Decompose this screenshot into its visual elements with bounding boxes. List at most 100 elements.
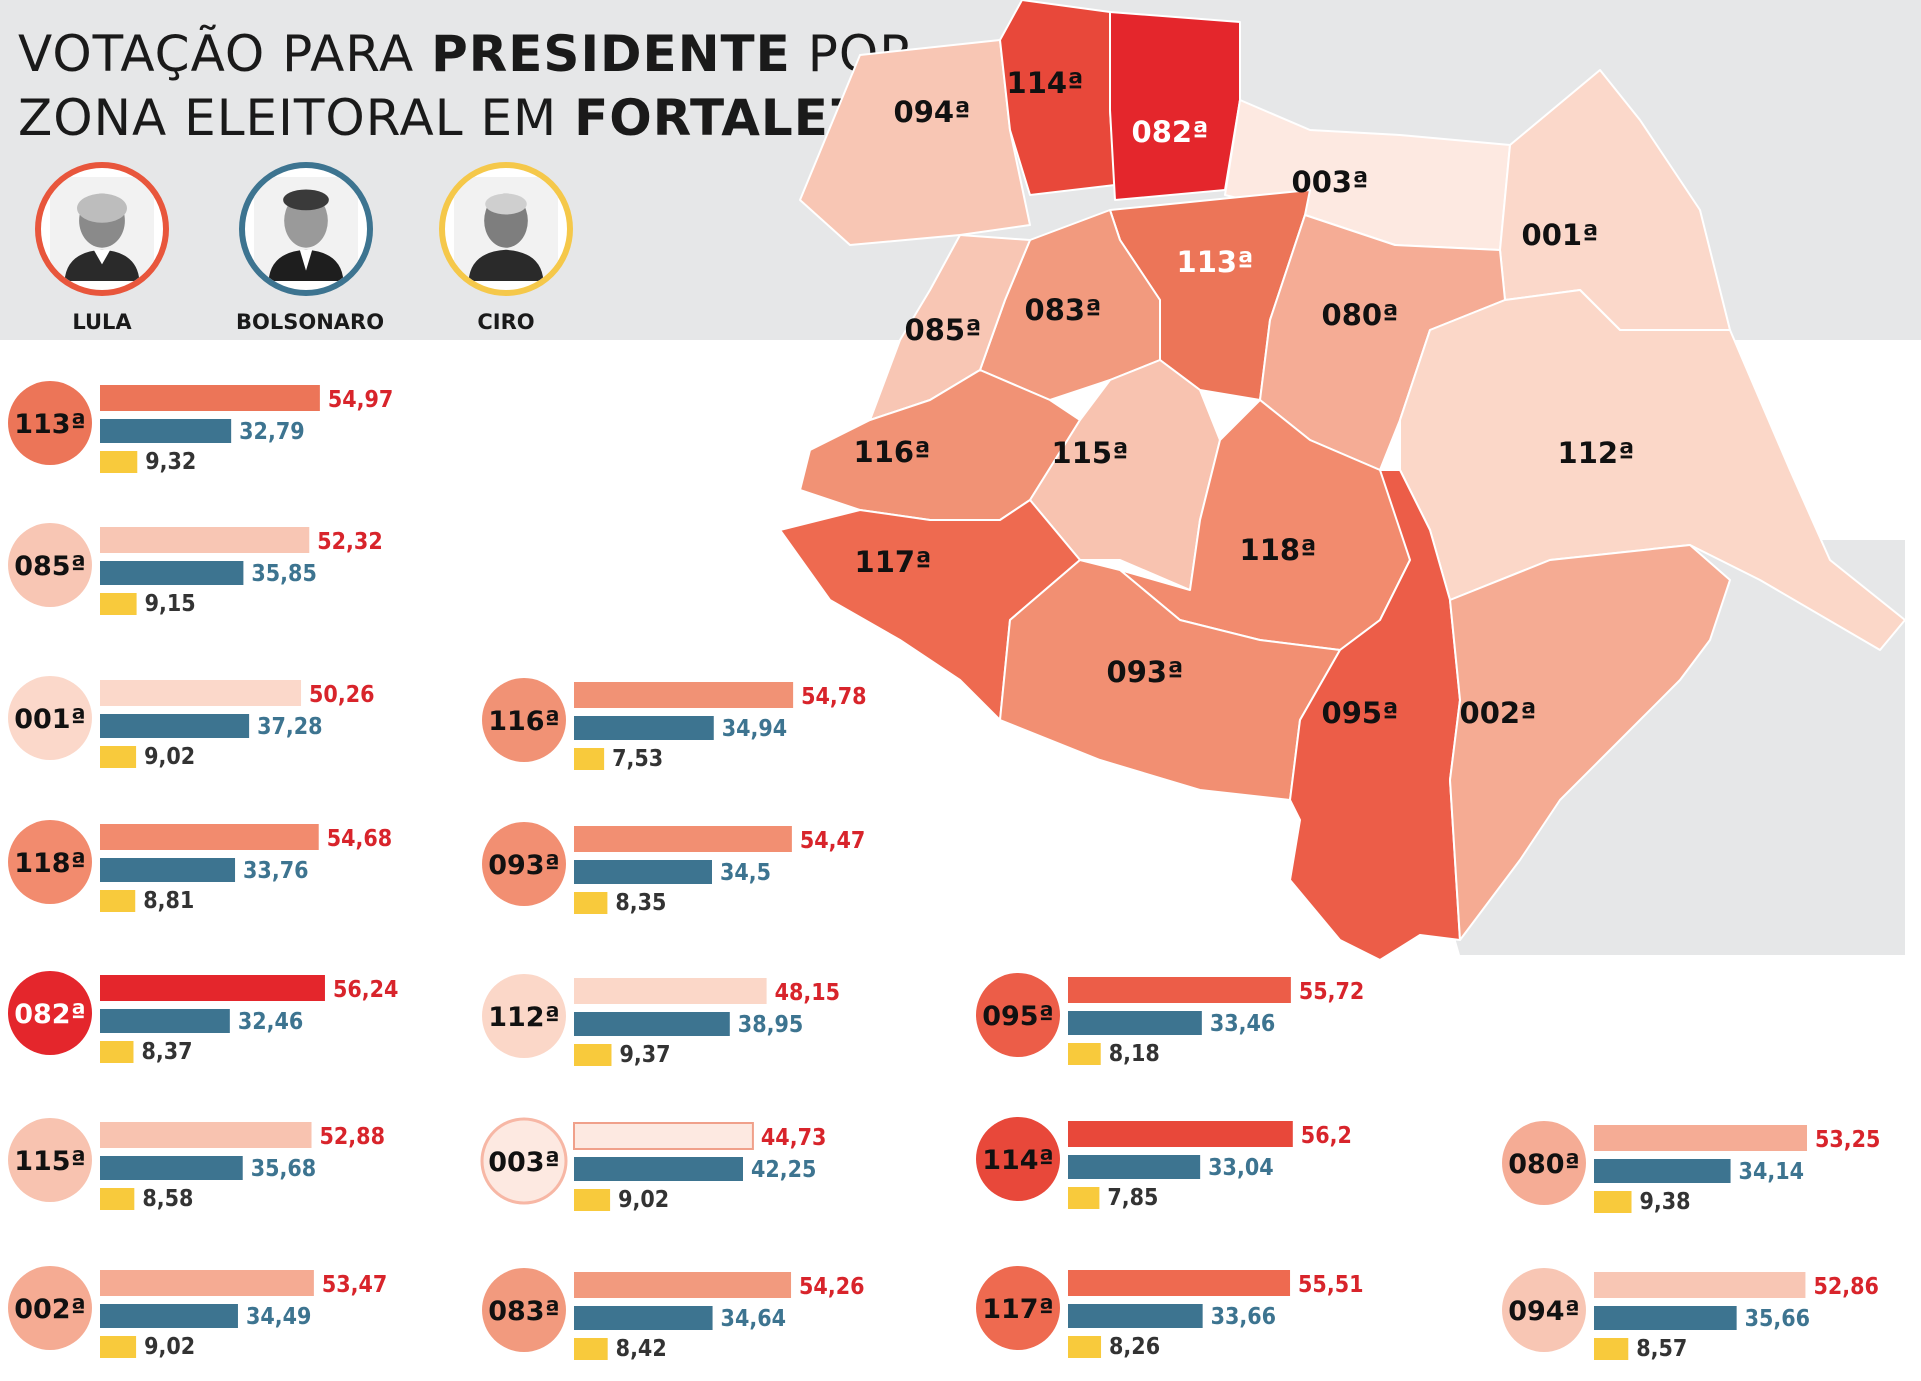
ciro-value: 7,53 (612, 746, 663, 772)
lula-bar (100, 385, 320, 411)
map-zone-label: 095ª (1322, 696, 1399, 730)
ciro-value: 8,37 (141, 1039, 192, 1065)
lula-value: 53,25 (1815, 1127, 1880, 1153)
zone-chart: 002ª 53,47 34,49 9,02 (8, 1266, 387, 1360)
zone-label: 118ª (14, 848, 86, 879)
map-zone-label: 085ª (905, 313, 982, 347)
zone-circle (1502, 1268, 1586, 1352)
bolsonaro-value: 33,76 (243, 858, 308, 884)
zone-circle (8, 820, 92, 904)
ciro-bar (100, 593, 137, 615)
bolsonaro-value: 35,66 (1745, 1306, 1810, 1332)
bolsonaro-value: 33,04 (1208, 1155, 1273, 1181)
candidate-name-bolsonaro: BOLSONARO (236, 310, 385, 334)
ciro-value: 8,35 (615, 890, 666, 916)
zone-chart: 003ª 44,73 42,25 9,02 (480, 1117, 826, 1213)
zone-circle (8, 971, 92, 1055)
zone-chart: 116ª 54,78 34,94 7,53 (482, 678, 867, 772)
map-zone-label: 094ª (894, 95, 971, 129)
map-zone-label: 003ª (1292, 165, 1369, 199)
zone-label: 080ª (1508, 1149, 1580, 1180)
zone-chart: 112ª 48,15 38,95 9,37 (482, 974, 840, 1068)
ciro-portrait (439, 162, 573, 296)
title-line-1: VOTAÇÃO PARA PRESIDENTE POR (18, 22, 915, 86)
ciro-value: 9,38 (1640, 1189, 1691, 1215)
map-zone-label: 117ª (855, 545, 932, 579)
lula-bar (574, 978, 767, 1004)
map-zone-label: 001ª (1522, 218, 1599, 252)
zone-chart: 082ª 56,24 32,46 8,37 (8, 971, 398, 1065)
portrait-icon (50, 177, 154, 281)
bolsonaro-bar (100, 714, 250, 738)
zone-label: 093ª (488, 850, 560, 881)
ciro-value: 8,81 (143, 888, 194, 914)
ciro-value: 8,57 (1636, 1336, 1687, 1362)
bolsonaro-value: 33,66 (1211, 1304, 1276, 1330)
bolsonaro-value: 35,85 (251, 561, 316, 587)
map-zone-label: 080ª (1322, 298, 1399, 332)
zone-circle (8, 1118, 92, 1202)
zone-chart: 080ª 53,25 34,14 9,38 (1502, 1121, 1880, 1215)
bolsonaro-value: 34,49 (246, 1304, 311, 1330)
zone-circle (8, 676, 92, 760)
zone-circle (482, 822, 566, 906)
zone-circle (976, 1266, 1060, 1350)
lula-value: 54,47 (800, 828, 865, 854)
bolsonaro-bar (1068, 1304, 1203, 1328)
lula-bar (100, 1122, 312, 1148)
zone-label: 082ª (14, 999, 86, 1030)
lula-bar (574, 1272, 792, 1298)
ciro-bar (1068, 1043, 1101, 1065)
zone-circle (482, 678, 566, 762)
zone-chart: 113ª 54,97 32,79 9,32 (8, 381, 393, 475)
ciro-value: 8,18 (1109, 1041, 1160, 1067)
candidate-name-lula: LULA (72, 310, 132, 334)
bolsonaro-bar (1068, 1011, 1202, 1035)
ciro-bar (574, 1189, 611, 1211)
ciro-value: 9,32 (145, 449, 196, 475)
lula-value: 48,15 (775, 980, 840, 1006)
lula-value: 55,72 (1299, 979, 1364, 1005)
portrait-icon (254, 177, 358, 281)
title-line-1-regular: VOTAÇÃO PARA (18, 25, 432, 83)
bolsonaro-value: 32,79 (239, 419, 304, 445)
lula-value: 52,88 (320, 1124, 385, 1150)
zone-095 (1289, 469, 1461, 961)
bolsonaro-value: 38,95 (738, 1012, 803, 1038)
candidate-bolsonaro: BOLSONARO (236, 162, 385, 334)
lula-value: 54,26 (799, 1274, 864, 1300)
zone-label: 001ª (14, 704, 86, 735)
map-zone-label: 114ª (1007, 66, 1084, 100)
zone-circle (976, 973, 1060, 1057)
bolsonaro-bar (100, 1009, 230, 1033)
zone-label: 113ª (14, 409, 86, 440)
lula-portrait (35, 162, 169, 296)
zone-label: 116ª (488, 706, 560, 737)
ciro-value: 7,85 (1107, 1185, 1158, 1211)
ciro-value: 8,26 (1109, 1334, 1160, 1360)
bolsonaro-value: 37,28 (257, 714, 322, 740)
lula-value: 52,86 (1813, 1274, 1878, 1300)
lula-value: 53,47 (322, 1272, 387, 1298)
ciro-bar (574, 892, 608, 914)
zone-circle (482, 1268, 566, 1352)
bolsonaro-bar (574, 1306, 713, 1330)
bolsonaro-bar (100, 419, 232, 443)
bolsonaro-bar (100, 561, 244, 585)
map-zone-label: 093ª (1107, 655, 1184, 689)
bolsonaro-bar (1594, 1306, 1737, 1330)
bolsonaro-bar (100, 1304, 238, 1328)
zone-label: 095ª (982, 1001, 1054, 1032)
ciro-value: 9,02 (618, 1187, 669, 1213)
lula-value: 52,32 (317, 529, 382, 555)
zone-circle (1502, 1121, 1586, 1205)
lula-value: 44,73 (761, 1125, 826, 1151)
bolsonaro-value: 32,46 (238, 1009, 303, 1035)
bolsonaro-bar (574, 860, 712, 884)
zone-chart: 001ª 50,26 37,28 9,02 (8, 676, 374, 770)
ciro-bar (100, 451, 138, 473)
bolsonaro-value: 33,46 (1210, 1011, 1275, 1037)
map-labels: 094ª 114ª 082ª 003ª 001ª 113ª 083ª 085ª 080ª 116ª… (854, 66, 1635, 730)
